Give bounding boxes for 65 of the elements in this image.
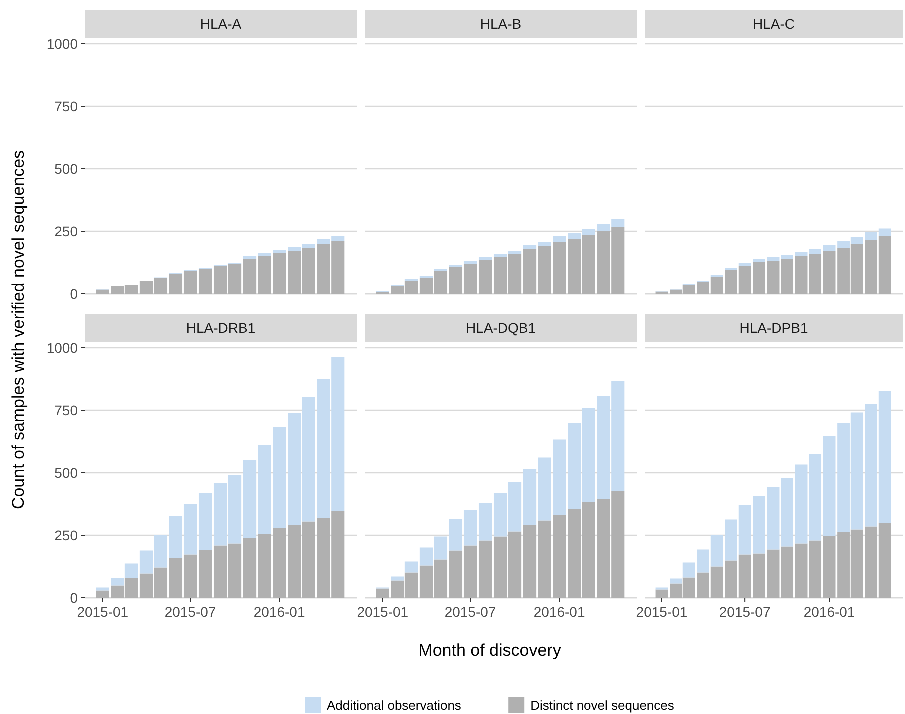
bar [553, 440, 566, 516]
bar [553, 516, 566, 598]
x-tick-label: 2015-01 [357, 604, 409, 620]
bar [670, 578, 682, 584]
x-tick-label: 2015-07 [444, 604, 496, 620]
bar [96, 590, 110, 598]
bar [273, 250, 286, 253]
bar [198, 493, 212, 550]
x-tick-label: 2015-07 [719, 604, 771, 620]
chart-title: HLA-DRB1 [186, 320, 256, 336]
bar [273, 253, 286, 294]
bar [823, 436, 836, 536]
y-tick-label: 750 [54, 402, 78, 418]
bar [258, 253, 272, 256]
x-tick-label: 2016-01 [534, 604, 586, 620]
y-tick-label: 1000 [46, 340, 78, 356]
y-tick-label: 750 [54, 98, 78, 114]
bar [464, 262, 478, 264]
bar [478, 540, 492, 598]
bar [96, 290, 110, 294]
bar [478, 503, 492, 541]
x-tick-label: 2016-01 [254, 604, 306, 620]
bar [404, 562, 418, 573]
y-tick-label: 1000 [46, 36, 78, 52]
bar [494, 254, 508, 258]
bar [96, 588, 110, 591]
y-tick-label: 250 [54, 224, 78, 240]
bar [478, 260, 492, 294]
legend-label: Distinct novel sequences [530, 698, 675, 713]
y-tick-label: 0 [70, 286, 78, 302]
bar [823, 246, 836, 252]
bar [478, 258, 492, 260]
y-tick-label: 500 [54, 161, 78, 177]
bar [244, 256, 257, 259]
bar [823, 252, 836, 294]
y-tick-label: 500 [54, 465, 78, 481]
chart-title: HLA-B [480, 16, 522, 32]
y-axis-title: Count of samples with verified novel sequences [9, 150, 28, 510]
bar [198, 550, 212, 598]
bar [376, 588, 390, 598]
chart-title: HLA-DQB1 [466, 320, 536, 336]
bar [656, 590, 668, 598]
bar [553, 242, 566, 294]
chart-title: HLA-DPB1 [740, 320, 808, 336]
y-tick-label: 250 [54, 528, 78, 544]
x-tick-label: 2015-01 [636, 604, 688, 620]
bar [124, 564, 138, 578]
bar [738, 264, 752, 266]
bar [553, 236, 566, 242]
x-axis-title: Month of discovery [418, 641, 562, 660]
bar [273, 528, 286, 598]
bar [508, 252, 522, 254]
x-tick-label: 2015-07 [164, 604, 216, 620]
x-tick-label: 2015-01 [77, 604, 129, 620]
chart-title: HLA-C [752, 16, 796, 32]
bar [823, 536, 836, 598]
legend-label: Additional observations [327, 698, 462, 713]
bar [273, 427, 286, 528]
chart-title: HLA-A [200, 16, 242, 32]
y-tick-label: 0 [70, 590, 78, 606]
bar [753, 260, 766, 262]
bar [391, 576, 404, 581]
bar [111, 578, 124, 586]
x-tick-label: 2016-01 [804, 604, 856, 620]
bar [198, 269, 212, 294]
